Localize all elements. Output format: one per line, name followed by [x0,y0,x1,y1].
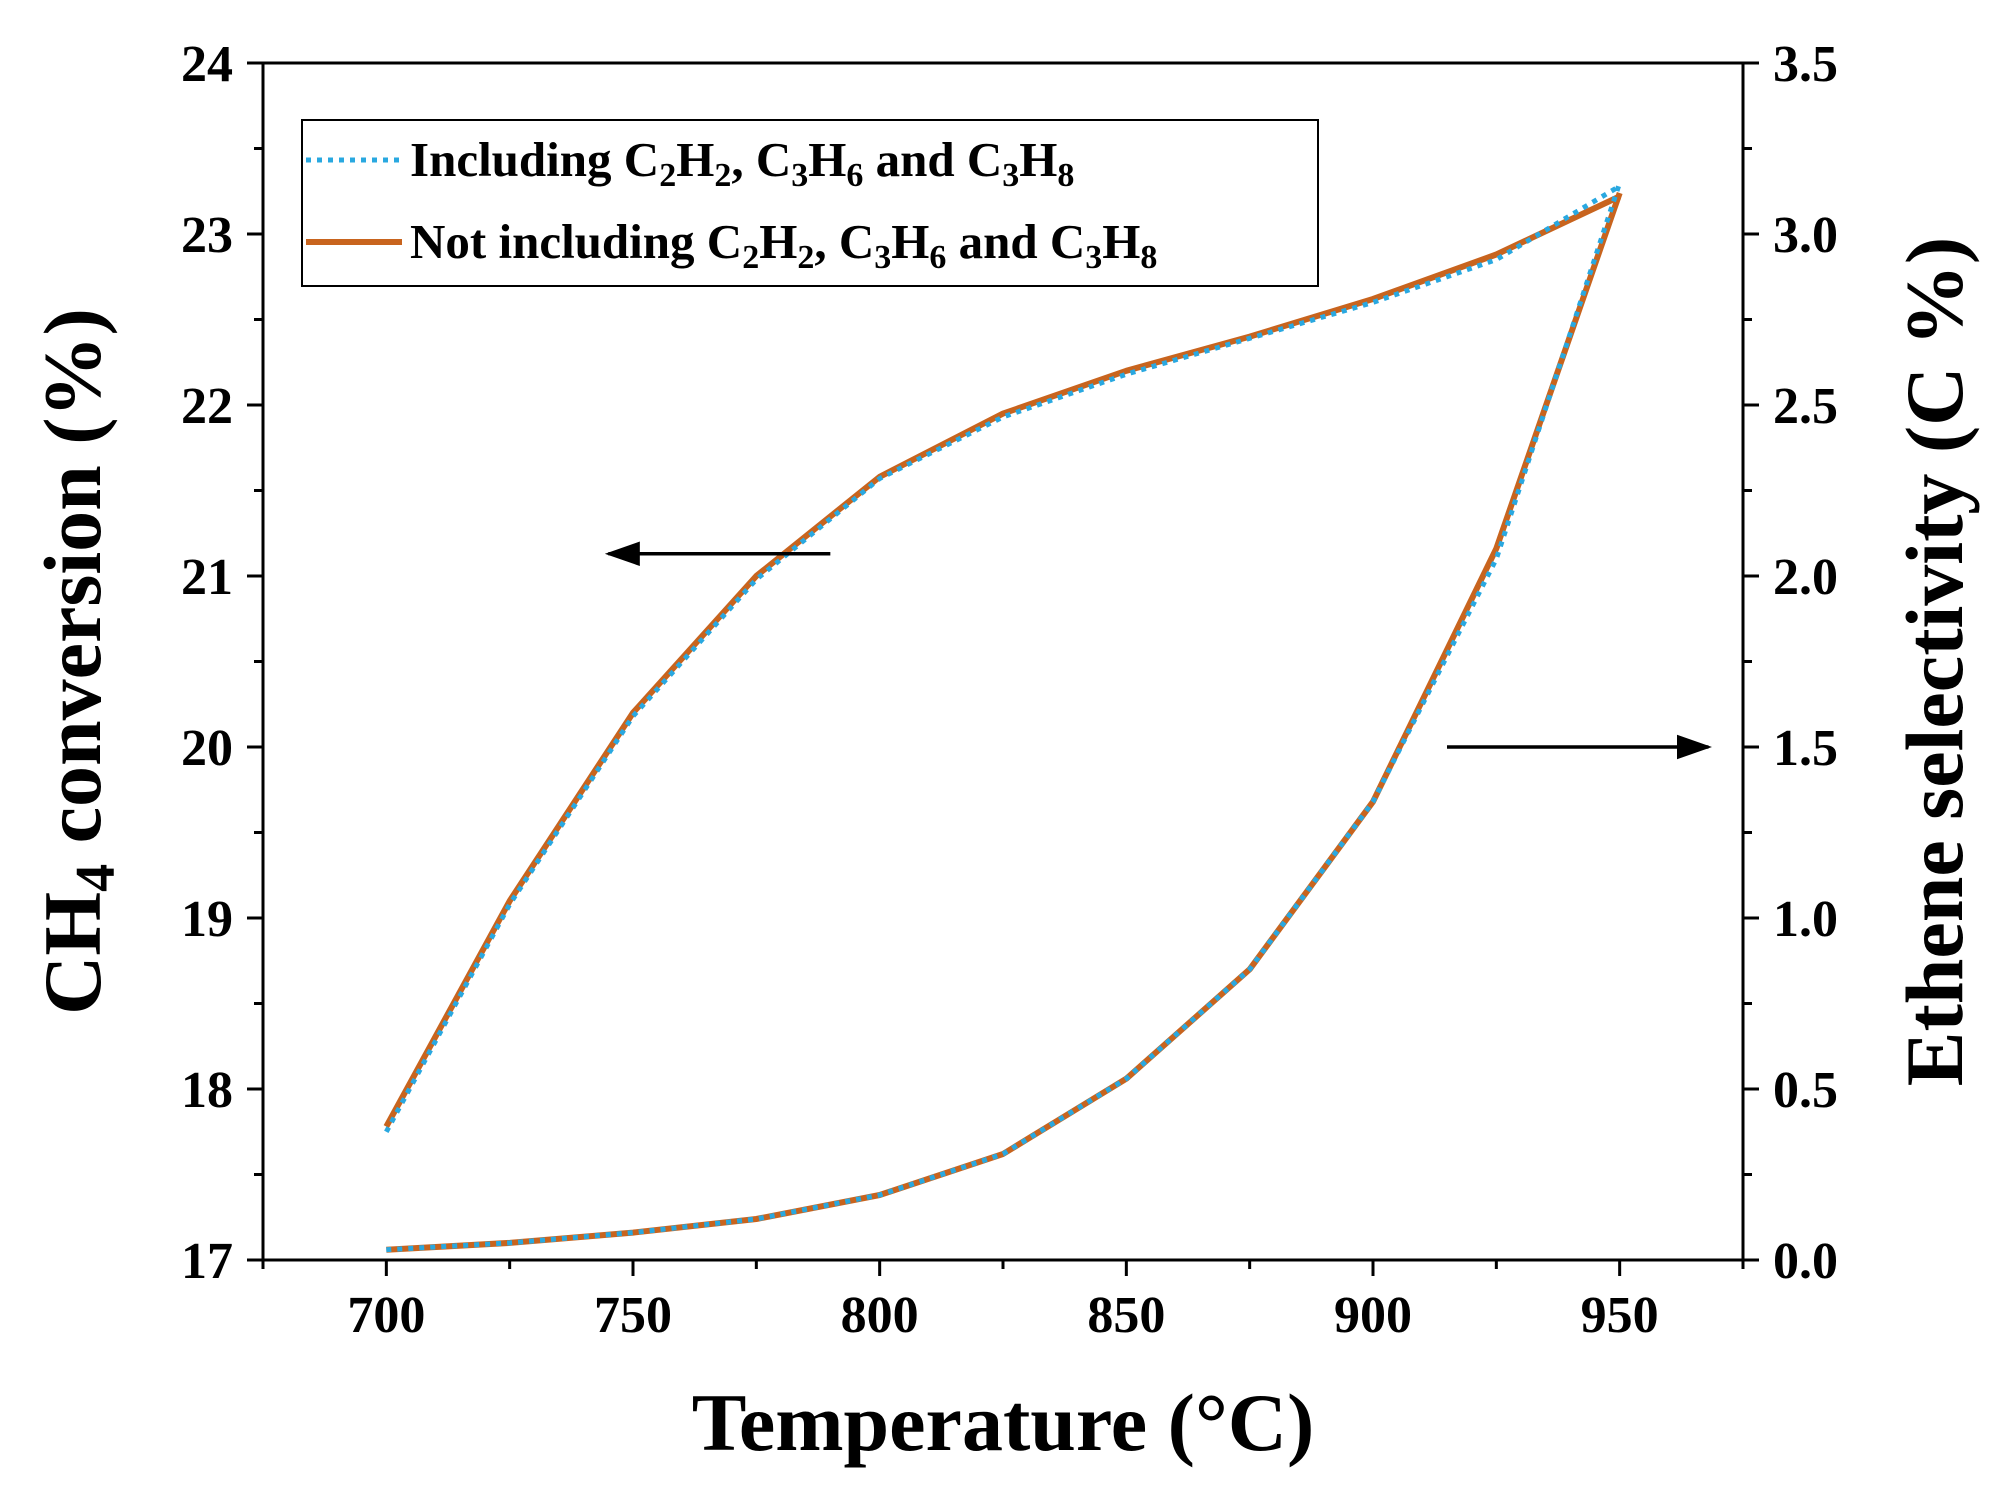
legend-text-part: Including C [410,132,659,187]
legend-subscript: 8 [1140,239,1157,276]
legend-text-part: , C [814,214,874,269]
y-left-tick-label: 22 [181,378,233,435]
legend-text-part: , C [731,132,791,187]
y-left-axis-title: CH4 conversion (%) [27,308,127,1015]
legend-subscript: 3 [791,157,808,194]
legend-subscript: 8 [1057,157,1074,194]
legend-text-part: and C [946,214,1085,269]
x-tick-label: 800 [841,1287,919,1344]
legend-label-not_including: Not including C2H2, C3H6 and C3H8 [410,214,1157,276]
x-axis-title: Temperature (°C) [692,1377,1315,1468]
x-tick-label: 950 [1581,1287,1659,1344]
y-right-tick-label: 3.0 [1773,207,1838,264]
y-right-tick-label: 1.0 [1773,891,1838,948]
legend-text-part: Not including C [410,214,742,269]
legend-subscript: 6 [929,239,946,276]
series-line-including-right [386,181,1623,1253]
annotation-layer [604,541,1712,760]
legend-text-part: H [1019,132,1057,187]
y-right-tick-label: 3.5 [1773,36,1838,93]
y-right-axis-title: Ethene selectivity (C %) [1889,237,1980,1086]
legend-box [301,119,1319,287]
y-left-tick-label: 19 [181,891,233,948]
legend-subscript: 6 [846,157,863,194]
legend-text-part: H [808,132,846,187]
series-line-not_including-right [386,192,1623,1253]
x-tick-label: 700 [347,1287,425,1344]
legend-subscript: 2 [714,157,731,194]
legend-text-part: H [759,214,797,269]
y-right-tick-label: 0.5 [1773,1062,1838,1119]
legend-text-part: H [676,132,714,187]
series-line-including-left [384,183,1621,1133]
axes: 700 750 800 850 900 95017181920212223240.00.5… [27,36,1980,1468]
y-right-tick-label: 2.0 [1773,549,1838,606]
y-left-title-subscript: 4 [65,864,127,892]
y-left-title-prefix: CH [27,892,118,1015]
legend-subscript: 3 [1002,157,1019,194]
y-right-tick-label: 0.0 [1773,1233,1838,1290]
y-left-tick-label: 23 [181,207,233,264]
legend-text-part: H [891,214,929,269]
y-left-tick-label: 18 [181,1062,233,1119]
legend-text-part: H [1102,214,1140,269]
y-right-tick-label: 2.5 [1773,378,1838,435]
y-left-tick-label: 17 [181,1233,233,1290]
x-tick-label: 850 [1087,1287,1165,1344]
legend-subscript: 3 [874,239,891,276]
x-tick-label: 750 [594,1287,672,1344]
legend-subscript: 2 [742,239,759,276]
y-right-tick-label: 1.5 [1773,720,1838,777]
legend-text-part: and C [863,132,1002,187]
legend-subscript: 2 [797,239,814,276]
legend-subscript: 2 [659,157,676,194]
y-left-tick-label: 21 [181,549,233,606]
y-left-tick-label: 20 [181,720,233,777]
y-left-tick-label: 24 [181,36,233,93]
series-layer [383,181,1623,1253]
legend-label-including: Including C2H2, C3H6 and C3H8 [410,132,1074,194]
legend-subscript: 3 [1085,239,1102,276]
series-line-not_including-left [383,193,1621,1129]
y-left-title-suffix: conversion (%) [27,308,118,864]
x-tick-label: 900 [1334,1287,1412,1344]
